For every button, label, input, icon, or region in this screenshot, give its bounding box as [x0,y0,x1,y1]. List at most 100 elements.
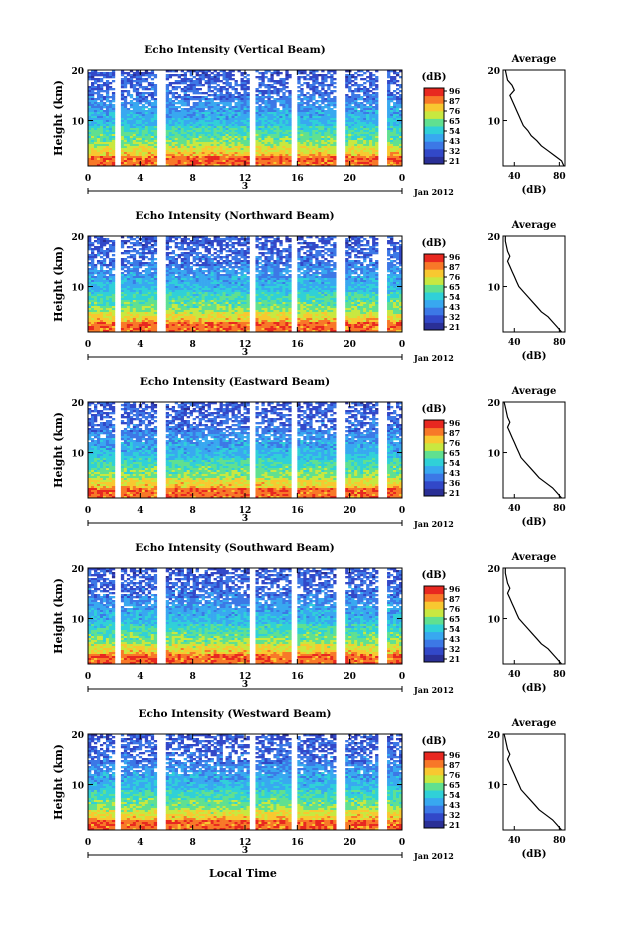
heatmap-cell [91,326,94,328]
heatmap-cell [184,138,187,140]
heatmap-cell [306,84,309,86]
heatmap-cell [321,118,324,120]
heatmap-cell [124,298,127,300]
heatmap-cell [270,116,273,118]
heatmap-cell [366,160,369,162]
heatmap-cell [166,314,169,316]
heatmap-cell [172,312,175,314]
heatmap-cell [133,314,136,316]
heatmap-cell [133,124,136,126]
heatmap-cell [109,132,112,134]
heatmap-cell [154,76,157,78]
heatmap-cell [172,126,175,128]
heatmap-cell [360,144,363,146]
heatmap-cell [279,140,282,142]
heatmap-cell [121,264,124,266]
heatmap-cell [366,80,369,82]
heatmap-cell [127,160,130,162]
heatmap-cell [103,84,106,86]
heatmap-cell [103,90,106,92]
heatmap-cell [199,140,202,142]
heatmap-cell [127,268,130,270]
heatmap-cell [151,262,154,264]
heatmap-cell [321,158,324,160]
heatmap-cell [199,126,202,128]
heatmap-cell [309,142,312,144]
heatmap-cell [94,298,97,300]
heatmap-cell [136,146,139,148]
heatmap-cell [103,82,106,84]
heatmap-cell [279,136,282,138]
heatmap-cell [363,82,366,84]
heatmap-cell [264,112,267,114]
heatmap-cell [273,118,276,120]
heatmap-cell [226,90,229,92]
heatmap-cell [103,320,106,322]
heatmap-cell [172,294,175,296]
heatmap-cell [133,284,136,286]
heatmap-cell [315,146,318,148]
heatmap-cell [279,96,282,98]
heatmap-cell [109,294,112,296]
heatmap-cell [261,138,264,140]
heatmap-cell [148,258,151,260]
heatmap-cell [169,158,172,160]
heatmap-cell [232,94,235,96]
heatmap-cell [390,96,393,98]
heatmap-cell [151,288,154,290]
heatmap-cell [187,112,190,114]
heatmap-cell [366,144,369,146]
heatmap-cell [312,148,315,150]
heatmap-cell [351,76,354,78]
heatmap-cell [226,132,229,134]
heatmap-cell [375,158,378,160]
heatmap-cell [166,320,169,322]
heatmap-cell [193,82,196,84]
heatmap-cell [121,122,124,124]
heatmap-cell [229,78,232,80]
heatmap-cell [247,126,250,128]
heatmap-cell [190,120,193,122]
heatmap-cell [130,114,133,116]
heatmap-cell [100,306,103,308]
heatmap-cell [106,98,109,100]
heatmap-cell [312,78,315,80]
heatmap-cell [154,296,157,298]
heatmap-cell [217,114,220,116]
heatmap-cell [211,134,214,136]
heatmap-cell [354,142,357,144]
heatmap-cell [270,72,273,74]
heatmap-cell [121,292,124,294]
heatmap-cell [121,262,124,264]
heatmap-cell [172,290,175,292]
heatmap-cell [324,118,327,120]
heatmap-cell [145,242,148,244]
heatmap-cell [345,118,348,120]
heatmap-cell [169,110,172,112]
heatmap-cell [130,294,133,296]
heatmap-cell [94,88,97,90]
heatmap-cell [100,120,103,122]
heatmap-cell [393,90,396,92]
heatmap-cell [223,118,226,120]
heatmap-cell [97,138,100,140]
heatmap-cell [297,114,300,116]
heatmap-cell [178,146,181,148]
heatmap-cell [345,84,348,86]
heatmap-cell [166,268,169,270]
heatmap-cell [220,158,223,160]
heatmap-cell [363,144,366,146]
heatmap-cell [232,114,235,116]
heatmap-cell [315,148,318,150]
heatmap-cell [226,78,229,80]
heatmap-cell [184,80,187,82]
heatmap-cell [148,118,151,120]
heatmap-cell [193,146,196,148]
heatmap-cell [130,124,133,126]
heatmap-cell [261,154,264,156]
heatmap-cell [127,282,130,284]
heatmap-cell [241,128,244,130]
heatmap-cell [151,302,154,304]
heatmap-cell [133,84,136,86]
heatmap-cell [172,100,175,102]
